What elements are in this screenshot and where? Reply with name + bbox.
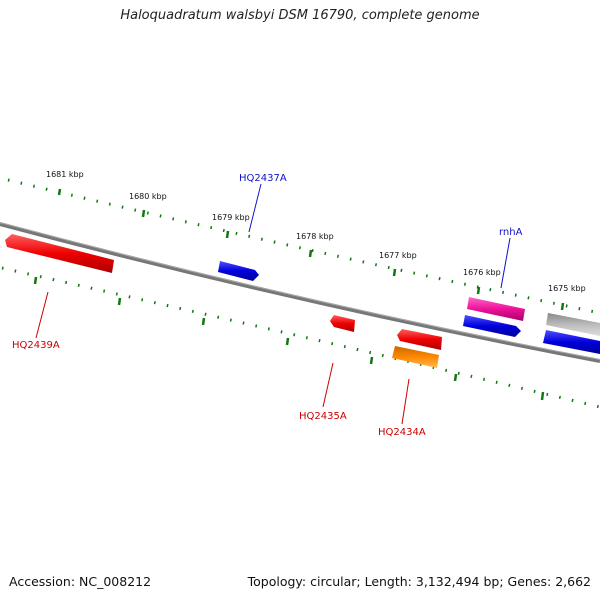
gene-label-hq2439a[interactable]: HQ2439A [12, 340, 60, 351]
gene-hq2434a[interactable] [392, 346, 439, 368]
gene-label-hq2437a[interactable]: HQ2437A [239, 173, 287, 184]
kbp-label-1677: 1677 kbp [379, 251, 417, 260]
map-title: Haloquadratum walsbyi DSM 16790, complet… [120, 8, 480, 23]
kbp-label-1675: 1675 kbp [548, 284, 586, 293]
genome-backbone [0, 222, 600, 363]
topology-summary: Topology: circular; Length: 3,132,494 bp… [247, 574, 591, 589]
leader-hq2439a [35, 291, 49, 339]
gene-rnha[interactable] [467, 297, 525, 321]
major-ticks-inner [33, 276, 545, 401]
gene-label-rnha[interactable]: rnhA [499, 227, 523, 238]
leader-hq2435a [322, 362, 334, 408]
leader-rnha [500, 237, 511, 289]
accession-text: Accession: NC_008212 [9, 574, 152, 589]
outer-tick-track [7, 178, 600, 315]
gene-hq2439a[interactable] [5, 234, 114, 273]
genome-backbone-highlight [0, 222, 600, 360]
inner-tick-track [1, 266, 600, 409]
gene-blue-inner-2[interactable] [543, 330, 600, 354]
major-ticks-outer [57, 188, 565, 311]
gene-hq2437a[interactable] [218, 261, 259, 281]
kbp-label-1678: 1678 kbp [296, 232, 334, 241]
gene-hq2434a-upper[interactable] [397, 329, 442, 350]
gene-blue-inner-1[interactable] [463, 315, 521, 337]
kbp-label-1681: 1681 kbp [46, 170, 84, 179]
kbp-label-1676: 1676 kbp [463, 268, 501, 277]
leader-hq2434a [401, 378, 410, 425]
leader-hq2437a [248, 183, 262, 233]
gene-hq2435a[interactable] [330, 315, 355, 332]
gene-gray-edge[interactable] [546, 313, 600, 336]
kbp-label-1680: 1680 kbp [129, 192, 167, 201]
gene-label-hq2434a[interactable]: HQ2434A [378, 427, 426, 438]
gene-label-hq2435a[interactable]: HQ2435A [299, 411, 347, 422]
kbp-label-1679: 1679 kbp [212, 213, 250, 222]
